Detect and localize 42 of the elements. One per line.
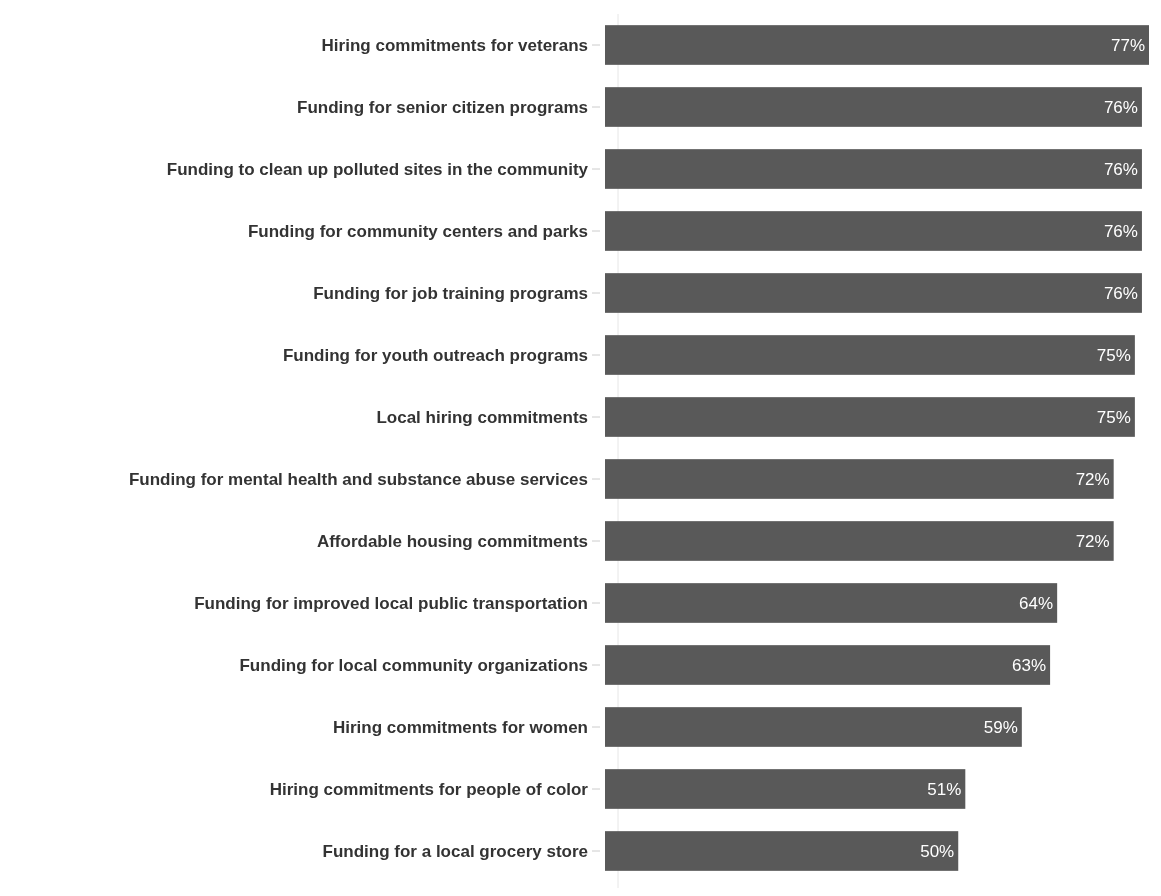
bar <box>605 459 1114 499</box>
data-label: 59% <box>983 717 1018 737</box>
y-tick-label: Local hiring commitments <box>376 407 588 427</box>
y-tick-label: Funding for improved local public transportation <box>194 593 588 613</box>
data-label: 77% <box>1110 35 1145 55</box>
bar <box>605 87 1142 127</box>
data-label: 75% <box>1096 407 1131 427</box>
bar <box>605 521 1114 561</box>
bar <box>605 707 1022 747</box>
data-label: 76% <box>1103 159 1138 179</box>
data-label: 51% <box>927 779 962 799</box>
y-tick-label: Funding for a local grocery store <box>322 841 588 861</box>
y-tick-label: Funding for job training programs <box>313 283 588 303</box>
data-label: 64% <box>1019 593 1054 613</box>
bar <box>605 149 1142 189</box>
data-label: 72% <box>1075 531 1110 551</box>
data-label: 50% <box>920 841 955 861</box>
y-tick-label: Affordable housing commitments <box>316 531 588 551</box>
bar <box>605 335 1135 375</box>
y-tick-label: Funding for senior citizen programs <box>297 97 588 117</box>
y-tick-label: Hiring commitments for veterans <box>321 35 588 55</box>
y-tick-label: Funding for mental health and substance abuse services <box>128 469 588 489</box>
data-label: 63% <box>1012 655 1047 675</box>
y-tick-label: Funding for local community organizations <box>239 655 588 675</box>
data-label: 76% <box>1103 97 1138 117</box>
y-tick-label: Hiring commitments for women <box>332 717 588 737</box>
bar <box>605 645 1051 685</box>
data-label: 72% <box>1075 469 1110 489</box>
bar <box>605 583 1058 623</box>
data-label: 76% <box>1103 221 1138 241</box>
y-tick-label: Hiring commitments for people of color <box>269 779 589 799</box>
y-tick-label: Funding for youth outreach programs <box>282 345 588 365</box>
bar <box>605 769 966 809</box>
bar <box>605 397 1135 437</box>
bar <box>605 831 959 871</box>
bar <box>605 273 1142 313</box>
bar <box>605 25 1149 65</box>
data-label: 75% <box>1096 345 1131 365</box>
bar <box>605 211 1142 251</box>
y-tick-label: Funding for community centers and parks <box>247 221 588 241</box>
y-tick-label: Funding to clean up polluted sites in the community <box>166 159 589 179</box>
data-label: 76% <box>1103 283 1138 303</box>
